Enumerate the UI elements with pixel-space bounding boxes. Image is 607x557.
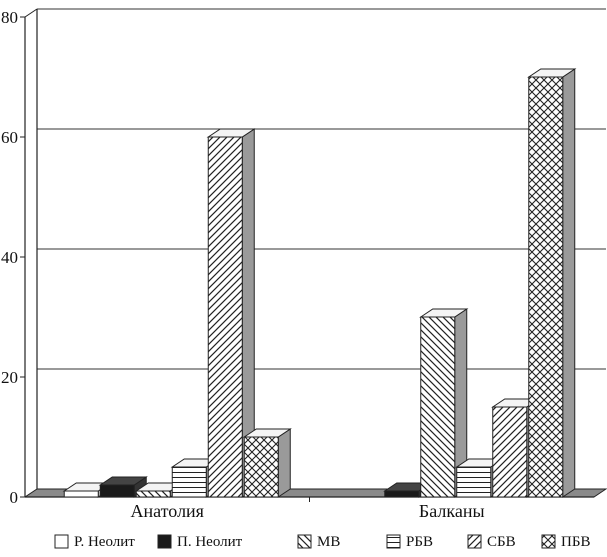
legend-item: ПБВ (541, 534, 590, 550)
bar-front (528, 76, 564, 498)
legend-swatch (157, 534, 172, 549)
y-tick-labels: 0 20 40 60 80 (1, 8, 18, 507)
y-tick-label: 80 (1, 8, 18, 27)
bar (419, 308, 469, 498)
bar (455, 458, 505, 498)
legend-swatch (467, 534, 482, 549)
bar (242, 428, 292, 498)
legend-swatch (54, 534, 69, 549)
bar (206, 128, 256, 498)
gridlines (20, 8, 606, 498)
category-labels: Анатолия Балканы (131, 501, 485, 521)
legend-item: Р. Неолит (54, 534, 135, 550)
legend-item: РБВ (386, 534, 433, 550)
legend-swatch (386, 534, 401, 549)
legend-item: МВ (297, 534, 340, 550)
legend-label: ПБВ (561, 534, 590, 550)
bar-side (562, 68, 576, 498)
bar-front (135, 490, 171, 498)
bar-front (243, 436, 279, 498)
bar-front (207, 136, 243, 498)
wall-top-edge (24, 8, 38, 18)
bar-front (99, 484, 135, 498)
bar-side (277, 428, 291, 498)
legend-label: Р. Неолит (74, 534, 135, 550)
y-tick-label: 60 (1, 128, 18, 147)
bar-front (420, 316, 456, 498)
bar-front (492, 406, 528, 498)
y-tick-label: 20 (1, 368, 18, 387)
legend-swatch (541, 534, 556, 549)
bars (62, 68, 577, 498)
bar (527, 68, 577, 498)
legend-label: РБВ (406, 534, 433, 550)
bar-front (63, 490, 99, 498)
category-label: Балканы (419, 501, 485, 521)
legend-item: П. Неолит (157, 534, 243, 550)
legend: Р. Неолит П. Неолит МВ РБВ СБВ ПБВ (54, 534, 590, 550)
legend-label: СБВ (487, 534, 516, 550)
bar-front (456, 466, 492, 498)
legend-item: СБВ (467, 534, 516, 550)
legend-label: МВ (317, 534, 340, 550)
category-label: Анатолия (131, 501, 204, 521)
bar-front (171, 466, 207, 498)
legend-label: П. Неолит (177, 534, 243, 550)
y-tick-label: 0 (10, 488, 19, 507)
legend-swatch (297, 534, 312, 549)
bar-front (384, 490, 420, 498)
y-tick-label: 40 (1, 248, 18, 267)
